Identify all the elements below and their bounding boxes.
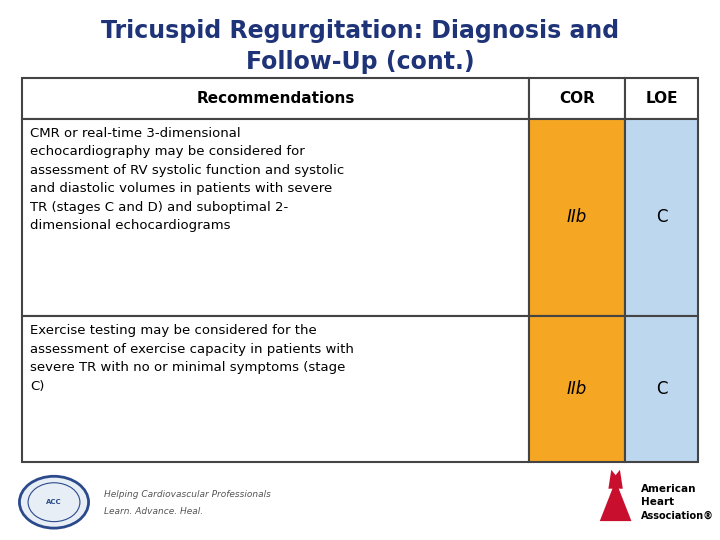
Text: ACC: ACC (46, 499, 62, 505)
Text: LOE: LOE (645, 91, 678, 106)
Text: C: C (656, 208, 667, 226)
Text: Association®: Association® (641, 511, 714, 521)
Polygon shape (600, 481, 631, 521)
Circle shape (19, 476, 89, 528)
Bar (529, 78, 625, 119)
Bar (625, 119, 698, 316)
Text: Helping Cardiovascular Professionals: Helping Cardiovascular Professionals (104, 490, 271, 498)
Text: Recommendations: Recommendations (197, 91, 354, 106)
Text: C: C (656, 380, 667, 398)
Bar (22, 316, 529, 462)
Text: IIb: IIb (567, 380, 588, 398)
Text: IIb: IIb (567, 208, 588, 226)
Text: CMR or real-time 3-dimensional
echocardiography may be considered for
assessment: CMR or real-time 3-dimensional echocardi… (30, 127, 344, 232)
Text: COR: COR (559, 91, 595, 106)
Text: American: American (641, 484, 696, 494)
Bar (529, 316, 625, 462)
Bar (625, 78, 698, 119)
Text: Exercise testing may be considered for the
assessment of exercise capacity in pa: Exercise testing may be considered for t… (30, 324, 354, 393)
Polygon shape (608, 470, 623, 489)
Bar (625, 316, 698, 462)
Text: Learn. Advance. Heal.: Learn. Advance. Heal. (104, 508, 204, 516)
Bar (22, 119, 529, 316)
Bar (529, 119, 625, 316)
Text: Tricuspid Regurgitation: Diagnosis and
Follow-Up (cont.): Tricuspid Regurgitation: Diagnosis and F… (101, 19, 619, 73)
Bar (22, 78, 529, 119)
Text: Heart: Heart (641, 497, 674, 507)
